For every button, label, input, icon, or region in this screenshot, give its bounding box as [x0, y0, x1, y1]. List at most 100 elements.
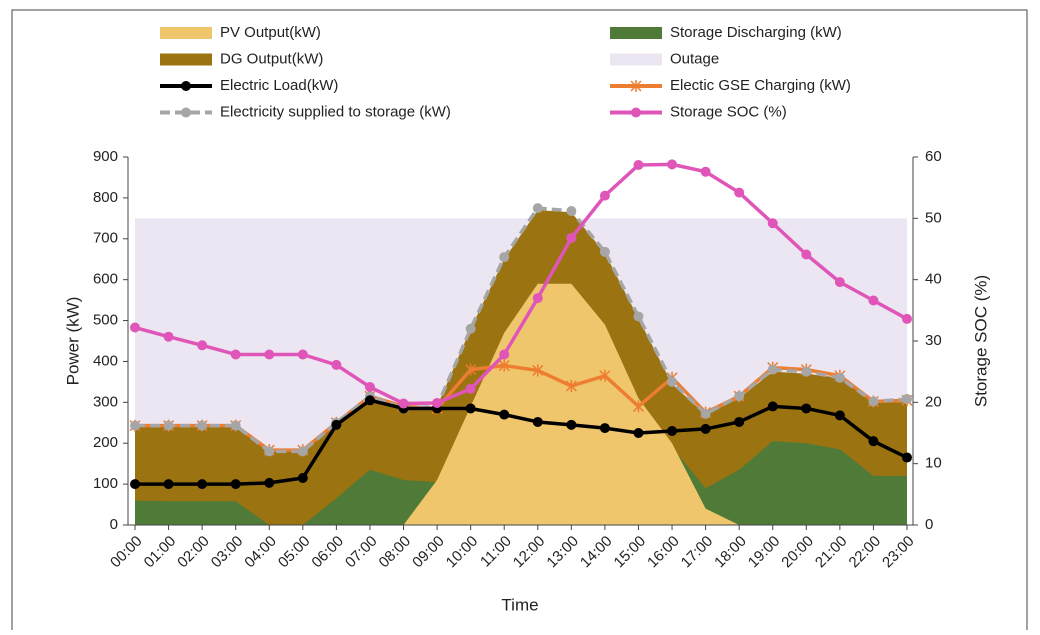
- marker: [566, 205, 577, 216]
- x-tick-label: 11:00: [477, 533, 515, 571]
- marker: [734, 416, 745, 427]
- marker: [364, 382, 375, 392]
- marker: [163, 420, 174, 431]
- marker: [700, 166, 711, 177]
- marker: [632, 400, 645, 413]
- x-tick-label: 20:00: [778, 533, 817, 572]
- x-tick-label: 17:00: [678, 533, 717, 572]
- marker: [499, 349, 510, 360]
- legend-swatch: [160, 27, 212, 39]
- line: [135, 206, 908, 454]
- x-tick-label: 01:00: [141, 533, 180, 572]
- marker: [499, 252, 510, 263]
- x-tick-label: 12:00: [510, 533, 549, 572]
- legend-label: PV Output(kW): [220, 24, 321, 41]
- legend-marker: [181, 81, 191, 91]
- y2-tick-label: 20: [925, 393, 942, 410]
- y2-tick-label: 10: [925, 455, 942, 472]
- marker: [465, 383, 476, 394]
- marker: [801, 249, 812, 260]
- y-tick-label: 800: [93, 189, 118, 206]
- marker: [667, 425, 678, 436]
- marker: [834, 410, 845, 421]
- marker: [566, 232, 577, 243]
- marker: [902, 313, 912, 324]
- marker: [331, 359, 342, 370]
- marker: [734, 187, 745, 198]
- x-tick-label: 14:00: [577, 533, 616, 572]
- y2-tick-label: 50: [925, 209, 942, 226]
- marker: [633, 428, 644, 438]
- marker: [264, 477, 275, 488]
- x-axis-title: Time: [501, 595, 538, 614]
- marker: [767, 218, 778, 229]
- y-tick-label: 600: [93, 271, 118, 288]
- marker: [868, 295, 879, 306]
- marker: [667, 159, 678, 170]
- marker: [230, 349, 241, 360]
- legend-label: Storage SOC (%): [670, 103, 787, 120]
- marker: [163, 331, 174, 342]
- marker: [667, 376, 678, 387]
- x-tick-label: 16:00: [644, 533, 683, 572]
- area: [135, 441, 907, 525]
- marker: [398, 398, 409, 409]
- y2-tick-label: 60: [925, 148, 942, 165]
- x-tick-label: 10:00: [443, 533, 482, 572]
- legend-label: Electic GSE Charging (kW): [670, 77, 851, 94]
- x-tick-label: 00:00: [107, 533, 146, 572]
- x-tick-label: 15:00: [611, 533, 650, 572]
- x-tick-label: 06:00: [308, 533, 347, 572]
- marker: [633, 311, 644, 322]
- marker: [834, 277, 845, 288]
- x-tick-label: 19:00: [745, 533, 784, 572]
- legend-label: Electricity supplied to storage (kW): [220, 103, 451, 120]
- x-tick-label: 23:00: [879, 533, 918, 572]
- marker: [297, 446, 308, 457]
- x-tick-label: 07:00: [342, 533, 381, 572]
- x-tick-label: 02:00: [174, 533, 213, 572]
- legend-swatch: [160, 53, 212, 66]
- line: [134, 162, 908, 406]
- marker: [297, 472, 308, 483]
- marker: [364, 395, 375, 406]
- marker: [197, 479, 208, 490]
- marker: [498, 359, 510, 372]
- x-tick-label: 21:00: [812, 533, 851, 572]
- y2-tick-label: 0: [925, 516, 933, 533]
- y2-axis-title: Storage SOC (%): [971, 275, 990, 407]
- line: [135, 398, 908, 486]
- legend-label: Electric Load(kW): [220, 77, 338, 94]
- marker: [264, 349, 275, 360]
- marker: [700, 423, 711, 434]
- y-tick-label: 200: [93, 434, 118, 451]
- marker: [599, 246, 610, 257]
- marker: [801, 366, 812, 377]
- marker: [868, 396, 879, 407]
- y-tick-label: 0: [110, 516, 118, 533]
- x-tick-label: 03:00: [208, 533, 247, 572]
- marker: [163, 479, 174, 490]
- legend-marker: [630, 80, 642, 92]
- legend-label: Outage: [670, 50, 719, 67]
- x-tick-label: 18:00: [711, 533, 750, 572]
- marker: [499, 409, 510, 420]
- marker: [130, 322, 140, 333]
- marker: [264, 446, 275, 457]
- area: [135, 283, 907, 525]
- marker: [566, 419, 577, 430]
- marker: [734, 391, 745, 402]
- legend-marker: [631, 107, 641, 118]
- x-tick-label: 08:00: [376, 533, 415, 572]
- y-tick-label: 100: [93, 475, 118, 492]
- marker: [130, 420, 140, 431]
- marker: [565, 379, 577, 392]
- x-tick-label: 13:00: [543, 533, 582, 572]
- y-tick-label: 400: [93, 352, 118, 369]
- x-tick-label: 22:00: [845, 533, 884, 572]
- marker: [465, 363, 477, 376]
- legend-label: Storage Discharging (kW): [670, 24, 842, 41]
- marker: [532, 364, 544, 377]
